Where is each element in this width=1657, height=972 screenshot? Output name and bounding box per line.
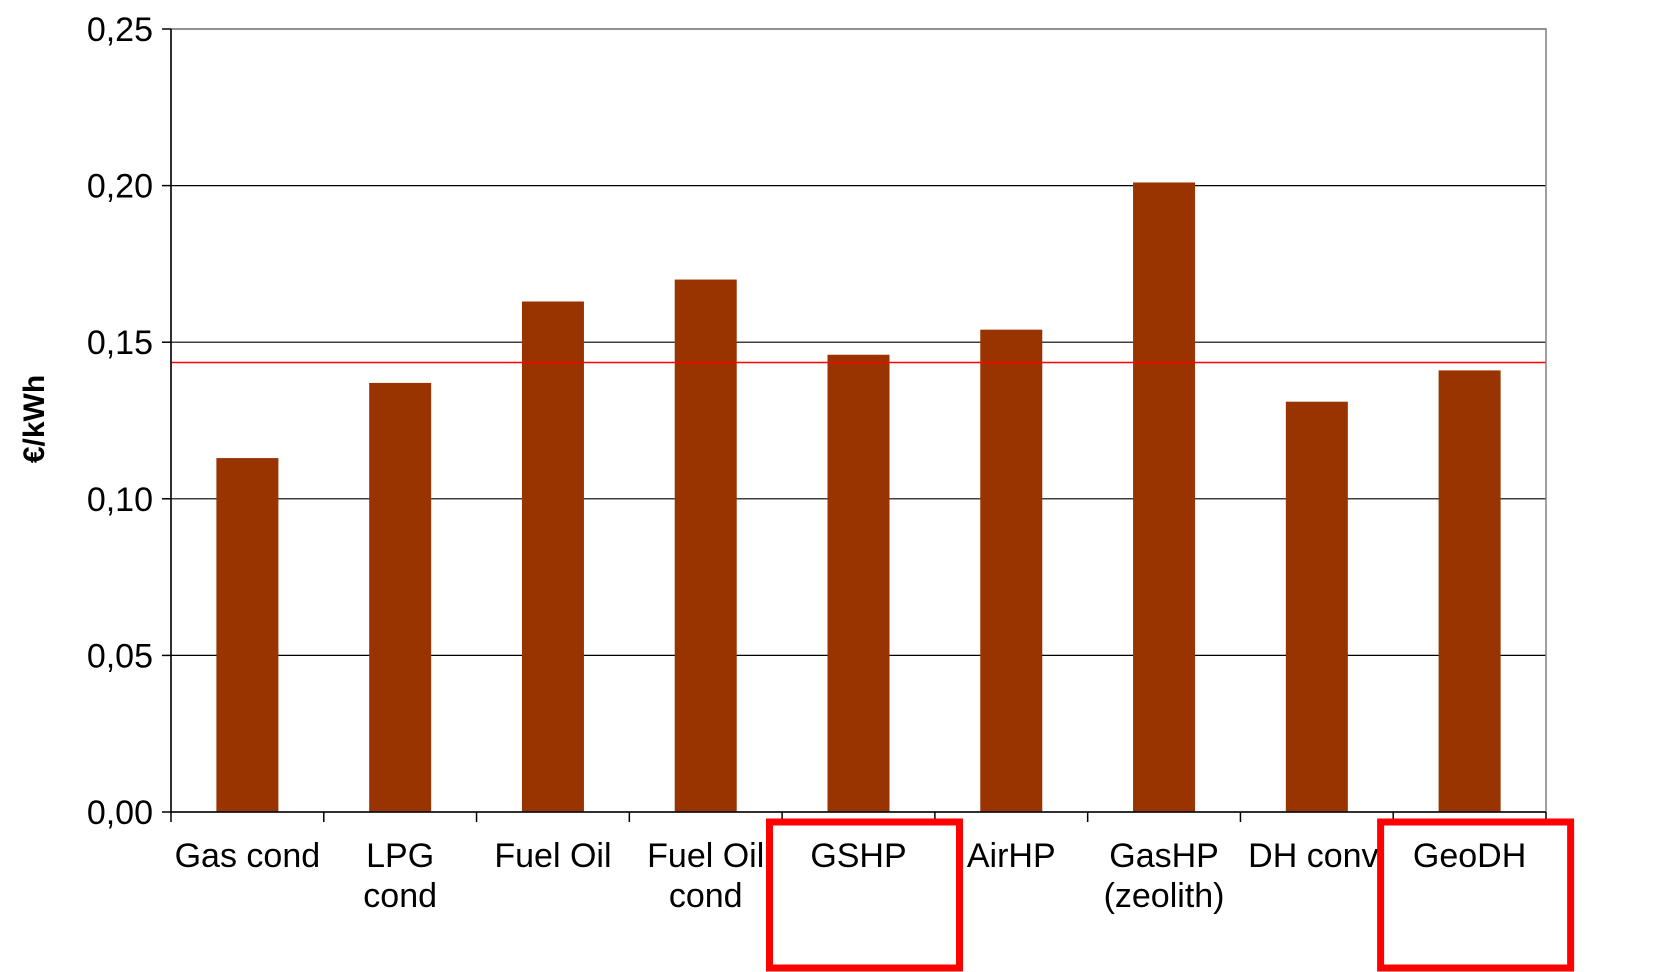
x-category-label: GeoDH: [1413, 837, 1526, 875]
x-category-label: GSHP: [810, 837, 906, 875]
bar: [1285, 401, 1348, 812]
x-category-label: GasHP: [1109, 837, 1219, 875]
bar: [216, 458, 279, 812]
x-category-label: DH conv.: [1248, 837, 1385, 875]
y-tick-label: 0,10: [87, 481, 153, 519]
x-category-label: AirHP: [967, 837, 1056, 875]
y-tick-labels: 0,00 0,05 0,10 0,15 0,20 0,25: [87, 11, 153, 832]
x-category-label: LPG: [366, 837, 434, 875]
x-category-label: cond: [363, 877, 437, 915]
axes: [162, 28, 1547, 822]
bar: [521, 301, 584, 812]
x-category-label: cond: [669, 877, 743, 915]
y-tick-label: 0,25: [87, 11, 153, 49]
bar: [674, 279, 737, 812]
highlight-boxes: [766, 818, 1575, 972]
bar: [827, 354, 890, 812]
y-tick-label: 0,20: [87, 168, 153, 206]
bar: [369, 382, 432, 812]
highlight-box: [1377, 818, 1575, 972]
x-category-label: Fuel Oil: [647, 837, 764, 875]
x-category-label: Gas cond: [175, 837, 321, 875]
bar: [1133, 182, 1196, 812]
x-category-label: (zeolith): [1104, 877, 1225, 915]
y-tick-label: 0,00: [87, 794, 153, 832]
y-tick-label: 0,15: [87, 324, 153, 362]
bar: [980, 329, 1043, 812]
y-tick-label: 0,05: [87, 637, 153, 675]
x-category-label: Fuel Oil: [494, 837, 611, 875]
bars: [216, 182, 1501, 812]
highlight-box: [766, 818, 963, 972]
bar: [1438, 370, 1501, 812]
y-axis-title: €/kWh: [18, 375, 51, 463]
